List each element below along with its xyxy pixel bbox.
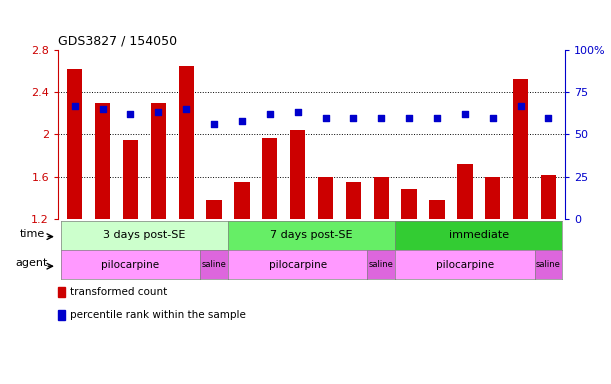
Text: pilocarpine: pilocarpine [269,260,327,270]
Text: time: time [20,229,45,239]
Text: transformed count: transformed count [70,287,167,297]
Bar [178,66,194,219]
Text: immediate: immediate [448,230,509,240]
Bar [318,177,333,219]
Bar [373,177,389,219]
Point [293,109,302,116]
Bar [401,189,417,219]
Text: 3 days post-SE: 3 days post-SE [103,230,186,240]
Text: pilocarpine: pilocarpine [101,260,159,270]
Text: GDS3827 / 154050: GDS3827 / 154050 [58,34,177,47]
Bar [513,79,529,219]
Point [98,106,108,112]
Bar [67,69,82,219]
Point [126,111,136,117]
Bar [123,140,138,219]
Point [209,121,219,127]
Bar [430,200,445,219]
Text: pilocarpine: pilocarpine [436,260,494,270]
Bar [234,182,250,219]
Text: saline: saline [536,260,561,269]
Text: 7 days post-SE: 7 days post-SE [270,230,353,240]
Text: percentile rank within the sample: percentile rank within the sample [70,310,246,320]
Text: agent: agent [16,258,48,268]
Point [516,103,525,109]
Point [153,109,163,116]
Bar [346,182,361,219]
Point [376,114,386,121]
Bar [58,310,65,320]
Bar [290,130,306,219]
Bar [262,137,277,219]
Text: saline: saline [369,260,393,269]
Bar [151,103,166,219]
Bar [95,103,111,219]
Point [181,106,191,112]
Text: saline: saline [202,260,227,269]
Point [544,114,554,121]
Point [404,114,414,121]
Point [70,103,79,109]
Bar [485,177,500,219]
Point [432,114,442,121]
Bar [541,174,556,219]
Point [460,111,470,117]
Point [265,111,275,117]
Bar [58,287,65,297]
Bar [207,200,222,219]
Point [348,114,358,121]
Point [321,114,331,121]
Bar [457,164,472,219]
Point [488,114,497,121]
Point [237,118,247,124]
